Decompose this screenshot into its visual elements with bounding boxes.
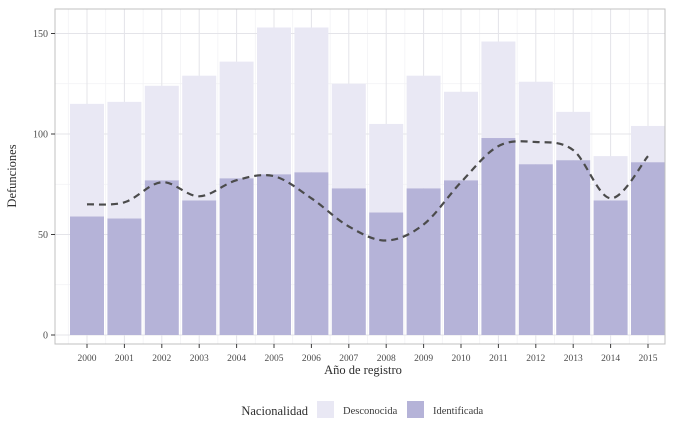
bar-2008-identificada [369,212,404,335]
legend-swatch-desconocida [317,401,334,418]
bar-2002-identificada [144,180,179,335]
bar-2001-identificada [107,218,142,335]
bar-2010-identificada [444,180,478,335]
x-tick-label: 2004 [227,354,246,364]
x-tick-label: 2001 [115,354,134,364]
bar-2000-desconocida [70,103,104,217]
bar-2004-identificada [219,178,254,335]
axis-ticks [51,33,649,348]
x-tick-label: 2009 [414,354,433,364]
y-axis-title: Defunciones [5,144,19,207]
x-tick-label: 2012 [526,354,545,364]
bar-2007-identificada [331,188,366,335]
y-tick-label: 50 [38,230,48,241]
bar-2009-identificada [406,188,441,335]
x-tick-label: 2011 [489,354,508,364]
y-axis-tick-labels: 0 50 100 150 [33,29,48,342]
bar-2003-desconocida [182,75,217,201]
legend-label-identificada: Identificada [433,406,483,417]
x-tick-label: 2002 [152,354,171,364]
y-tick-label: 0 [43,331,48,342]
legend-swatch-identificada [407,401,424,418]
x-tick-label: 2005 [265,354,284,364]
bar-2012-desconocida [518,81,553,165]
trend-line [86,140,649,242]
x-tick-label: 2007 [339,354,358,364]
x-tick-label: 2008 [377,354,396,364]
x-axis-title: Año de registro [324,363,402,377]
legend-label-desconocida: Desconocida [343,406,398,417]
bar-2012-identificada [518,164,553,335]
bar-2004-desconocida [219,61,254,179]
bar-2005-identificada [257,174,291,335]
bar-2010-desconocida [444,91,478,181]
trend-path [86,140,649,242]
bar-2015-identificada [631,162,665,335]
bar-2000-identificada [70,216,104,335]
x-tick-label: 2006 [302,354,321,364]
bar-2011-identificada [481,138,516,335]
bar-2003-identificada [182,200,217,335]
bar-series [70,27,665,335]
bar-2006-identificada [294,172,329,335]
legend-title: Nacionalidad [241,404,308,418]
x-tick-label: 2003 [190,354,209,364]
bar-2013-identificada [556,160,591,335]
y-tick-label: 100 [33,130,48,141]
legend: Nacionalidad Desconocida Identificada [241,401,483,418]
x-tick-label: 2015 [639,354,658,364]
bar-2001-desconocida [107,101,142,219]
bar-2007-desconocida [331,83,366,189]
x-tick-label: 2013 [564,354,583,364]
bar-2014-desconocida [593,156,628,201]
x-axis-tick-labels: 2000 2001 2002 2003 2004 2005 2006 2007 2008 2009… [78,354,658,364]
bar-2005-desconocida [257,27,291,175]
bar-2009-desconocida [406,75,441,189]
x-tick-label: 2000 [78,354,97,364]
y-tick-label: 150 [33,29,48,40]
x-tick-label: 2010 [452,354,471,364]
bar-2011-desconocida [481,41,516,139]
bar-2013-desconocida [556,111,591,161]
bar-2014-identificada [593,200,628,335]
bar-2006-desconocida [294,27,329,173]
bar-2008-desconocida [369,123,404,213]
x-tick-label: 2014 [601,354,620,364]
panel-border [54,8,666,345]
bar-2002-desconocida [144,85,179,181]
